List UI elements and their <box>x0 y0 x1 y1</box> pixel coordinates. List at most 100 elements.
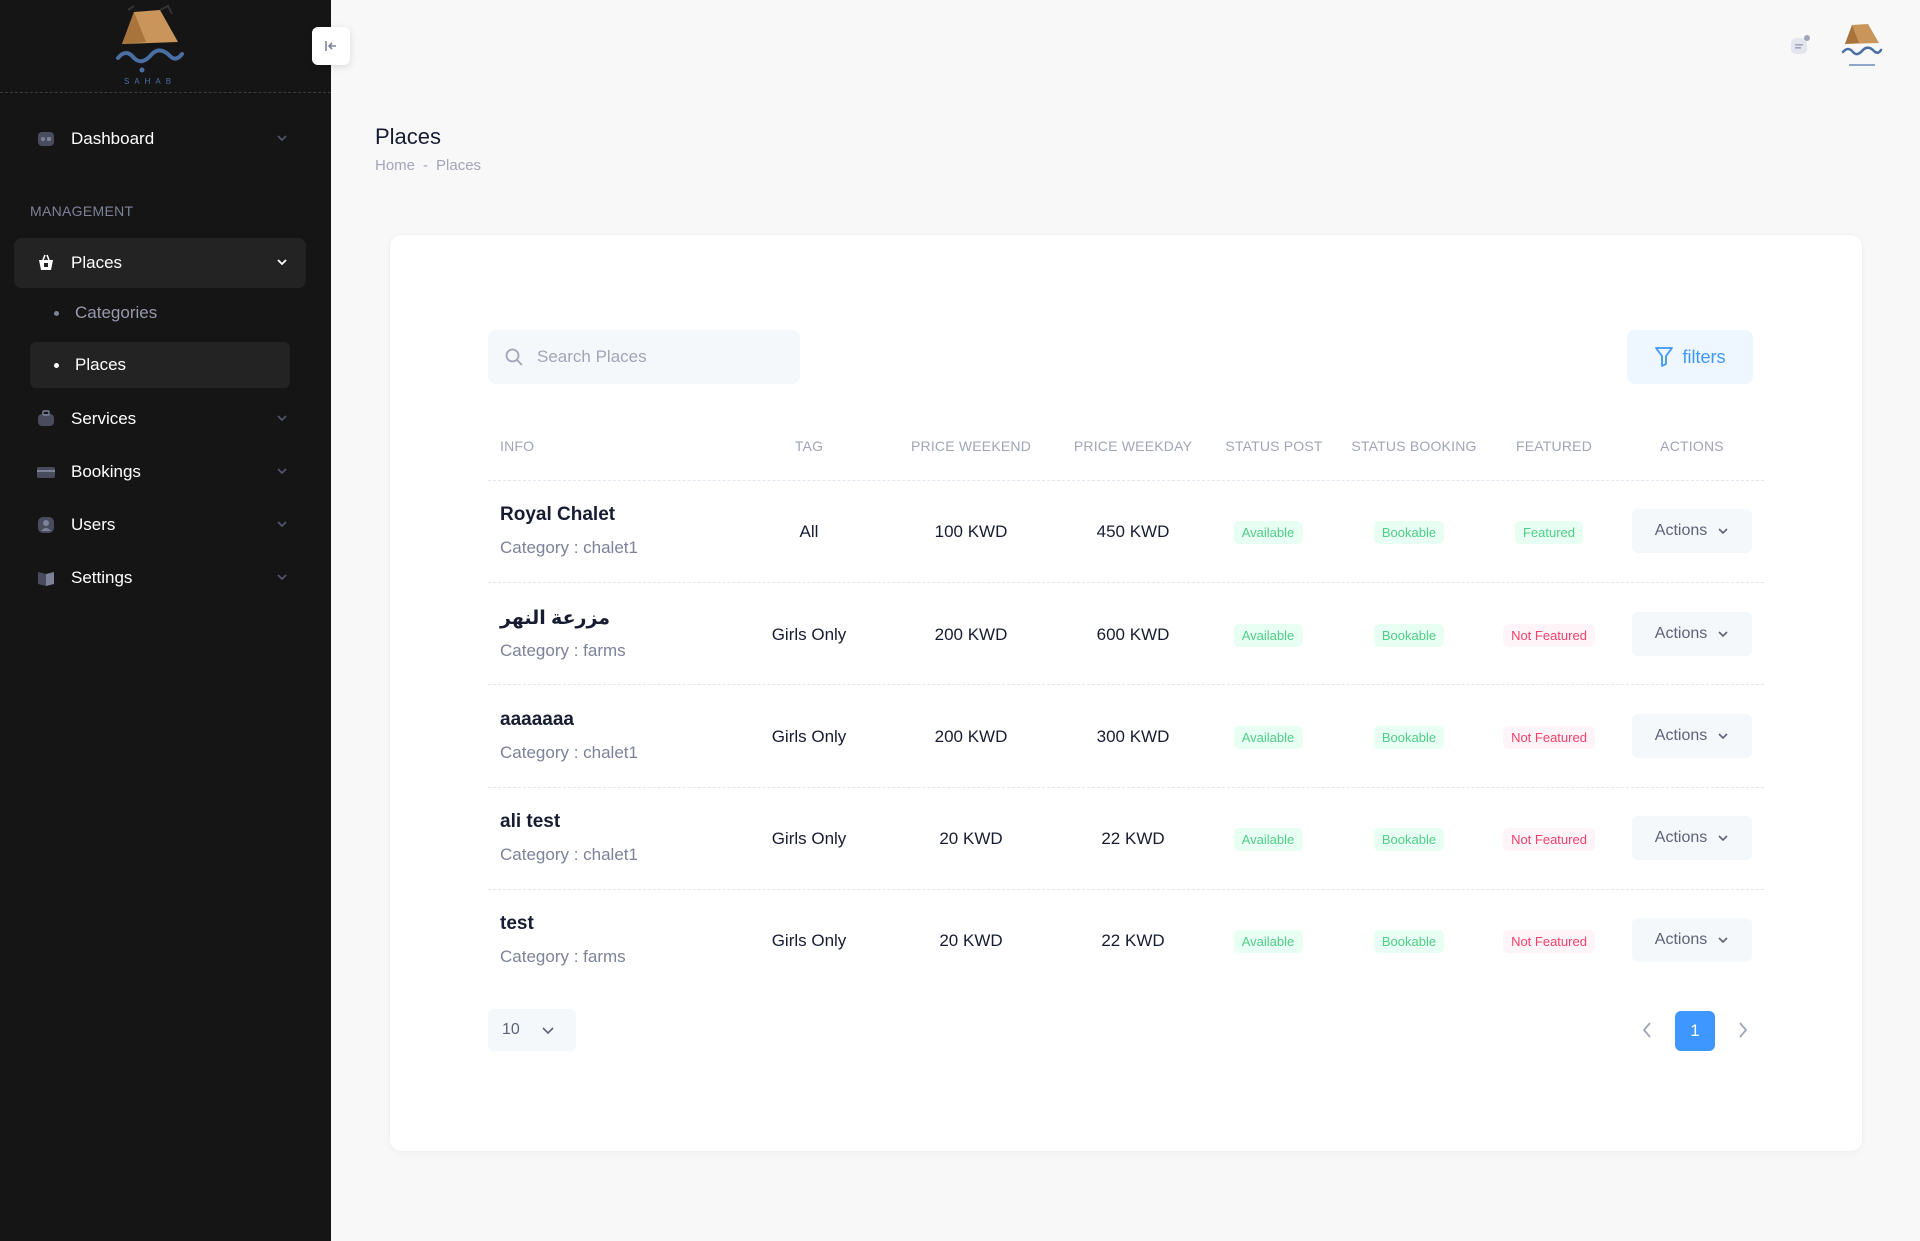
featured-badge: Not Featured <box>1503 726 1595 749</box>
price-weekend: 200 KWD <box>934 625 1008 644</box>
page-size-value: 10 <box>502 1021 520 1038</box>
status-booking-badge: Bookable <box>1373 521 1445 544</box>
featured-badge: Not Featured <box>1503 930 1595 953</box>
filter-icon <box>1655 347 1674 367</box>
chevron-down-icon <box>1718 631 1728 638</box>
place-category: Category : chalet1 <box>500 743 638 762</box>
avatar-logo-icon <box>1841 24 1883 66</box>
search-input[interactable]: Search Places <box>488 330 800 384</box>
sidebar-item-bookings[interactable]: Bookings <box>14 447 306 497</box>
avatar[interactable] <box>1839 20 1885 70</box>
page-number-button[interactable]: 1 <box>1675 1011 1715 1051</box>
status-post-badge: Available <box>1233 624 1303 647</box>
price-weekday: 600 KWD <box>1096 625 1170 644</box>
place-tag: Girls Only <box>771 727 847 746</box>
breadcrumb-separator: - <box>423 157 429 174</box>
column-header-price-weekend: PRICE WEEKEND <box>910 438 1032 454</box>
place-tag: Girls Only <box>771 931 847 950</box>
briefcase-icon <box>36 409 56 429</box>
bullet-icon <box>54 310 59 316</box>
filters-label: filters <box>1682 346 1726 367</box>
card-icon <box>36 462 56 482</box>
sidebar-item-users[interactable]: Users <box>14 500 306 550</box>
sidebar-item-label: Places <box>71 253 123 272</box>
actions-button[interactable]: Actions <box>1632 918 1752 962</box>
actions-label: Actions <box>1654 931 1708 948</box>
row-divider <box>488 582 1764 583</box>
chevron-down-icon <box>1718 937 1728 944</box>
logo-subtext: SAHAB <box>123 77 177 86</box>
actions-button[interactable]: Actions <box>1632 714 1752 758</box>
actions-button[interactable]: Actions <box>1632 509 1752 553</box>
column-header-info: INFO <box>500 438 535 454</box>
logo-area: SAHAB <box>0 0 331 93</box>
price-weekday: 300 KWD <box>1096 727 1170 746</box>
arrow-left-to-bar-icon <box>325 41 336 51</box>
status-post-badge: Available <box>1233 930 1303 953</box>
user-icon <box>36 515 56 535</box>
status-booking-badge: Bookable <box>1373 828 1445 851</box>
place-category: Category : chalet1 <box>500 538 638 557</box>
sidebar-item-places[interactable]: Places <box>14 238 306 288</box>
breadcrumb-current: Places <box>436 157 482 174</box>
chevron-down-icon <box>276 465 288 480</box>
section-label: MANAGEMENT <box>30 203 134 219</box>
status-post-badge: Available <box>1233 828 1303 851</box>
price-weekday: 22 KWD <box>1101 829 1165 848</box>
column-header-actions: ACTIONS <box>1660 438 1724 454</box>
sidebar-item-label: Services <box>71 409 137 428</box>
chevron-down-icon <box>1718 835 1728 842</box>
actions-label: Actions <box>1654 522 1708 539</box>
chevron-down-icon <box>276 518 288 533</box>
next-page-button[interactable] <box>1736 1020 1750 1045</box>
actions-button[interactable]: Actions <box>1632 612 1752 656</box>
place-tag: All <box>799 522 819 541</box>
actions-button[interactable]: Actions <box>1632 816 1752 860</box>
filters-button[interactable]: filters <box>1627 330 1753 384</box>
place-name[interactable]: ali test <box>500 811 561 832</box>
chevron-down-icon <box>276 412 288 427</box>
place-tag: Girls Only <box>771 625 847 644</box>
bullet-icon <box>54 362 59 368</box>
basket-icon <box>36 253 56 273</box>
place-name[interactable]: Royal Chalet <box>500 504 616 525</box>
actions-label: Actions <box>1654 625 1708 642</box>
chevron-right-icon <box>1739 1022 1748 1038</box>
status-post-badge: Available <box>1233 726 1303 749</box>
row-divider <box>488 787 1764 788</box>
actions-label: Actions <box>1654 829 1708 846</box>
place-name[interactable]: test <box>500 913 534 934</box>
status-booking-badge: Bookable <box>1373 624 1445 647</box>
sidebar-item-settings[interactable]: Settings <box>14 553 306 603</box>
search-icon <box>505 348 523 366</box>
actions-label: Actions <box>1654 727 1708 744</box>
featured-badge: Not Featured <box>1503 624 1595 647</box>
place-category: Category : farms <box>500 947 626 966</box>
chevron-left-icon <box>1642 1022 1651 1038</box>
sidebar-subitem-label: Categories <box>75 303 158 322</box>
notification-button[interactable] <box>1789 34 1811 56</box>
sidebar-subitem-categories[interactable]: Categories <box>30 290 290 336</box>
page-size-select[interactable]: 10 <box>488 1009 576 1051</box>
sidebar-item-label: Bookings <box>71 462 141 481</box>
price-weekday: 22 KWD <box>1101 931 1165 950</box>
sidebar-subitem-places[interactable]: Places <box>30 342 290 388</box>
featured-badge: Featured <box>1514 521 1584 544</box>
breadcrumb-home[interactable]: Home <box>375 157 416 174</box>
status-booking-badge: Bookable <box>1373 726 1445 749</box>
book-icon <box>36 568 56 588</box>
sahab-logo <box>116 4 184 73</box>
sidebar-collapse-button[interactable] <box>312 27 350 65</box>
status-booking-badge: Bookable <box>1373 930 1445 953</box>
places-card <box>389 234 1863 1152</box>
sidebar-item-dashboard[interactable]: Dashboard <box>14 114 306 164</box>
status-post-badge: Available <box>1233 521 1303 544</box>
sidebar-item-services[interactable]: Services <box>14 394 306 444</box>
column-header-status-booking: STATUS BOOKING <box>1351 438 1477 454</box>
sidebar: SAHAB Dashboard MANAGEMENT Places Catego… <box>0 0 331 1241</box>
previous-page-button[interactable] <box>1640 1020 1654 1045</box>
place-category: Category : chalet1 <box>500 845 638 864</box>
price-weekend: 100 KWD <box>934 522 1008 541</box>
place-name[interactable]: aaaaaaa <box>500 709 574 730</box>
place-name[interactable]: مزرعة النهر <box>500 608 611 629</box>
